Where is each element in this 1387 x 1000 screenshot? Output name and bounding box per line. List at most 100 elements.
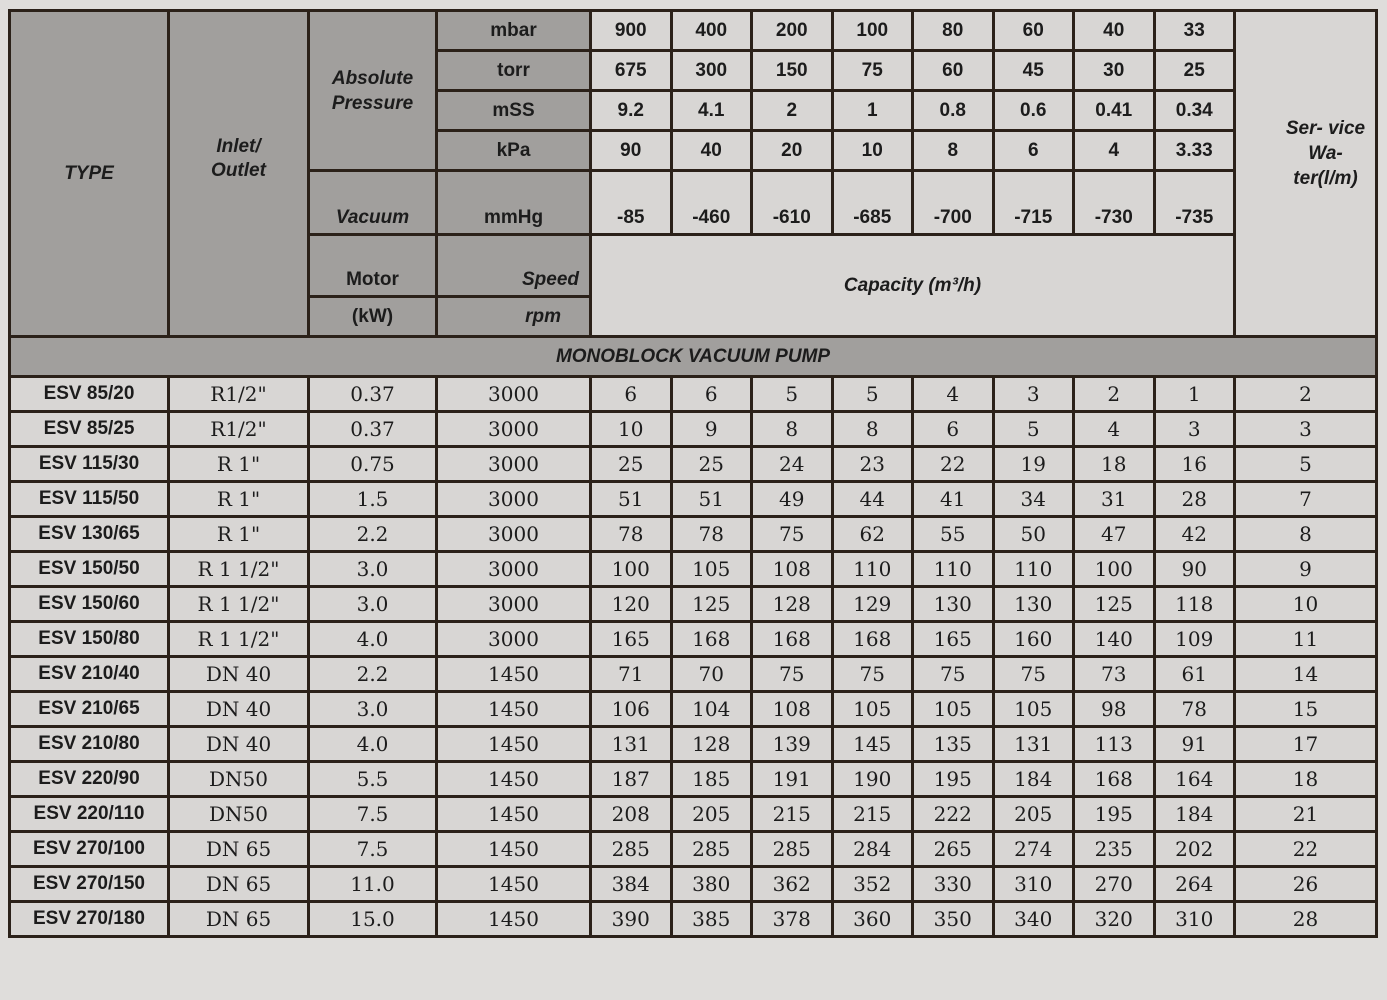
inlet-outlet-header: Inlet/ Outlet — [167, 9, 310, 338]
capacity-cell: 73 — [1072, 655, 1156, 693]
inlet-cell: R 1" — [167, 480, 310, 518]
pressure-row-mbar: TYPE Inlet/ Outlet Absolute Pressure mba… — [8, 9, 1378, 338]
type-cell: ESV 270/100 — [8, 830, 170, 868]
unit-mss: mSS — [435, 89, 592, 132]
speed-cell: 3000 — [435, 515, 592, 553]
capacity-cell: 215 — [830, 795, 914, 833]
section-row: MONOBLOCK VACUUM PUMP — [8, 335, 1378, 378]
inlet-cell: R 1 1/2" — [167, 620, 310, 658]
capacity-cell: 110 — [911, 550, 995, 588]
capacity-cell: 235 — [1072, 830, 1156, 868]
capacity-cell: 191 — [750, 760, 834, 798]
service-water-cell: 3 — [1233, 410, 1378, 448]
units-row: (kW) rpm — [10, 295, 1377, 338]
capacity-cell: 75 — [830, 655, 914, 693]
type-cell: ESV 115/30 — [8, 445, 170, 483]
pressure-value: 0.6 — [991, 89, 1075, 132]
capacity-cell: 208 — [589, 795, 673, 833]
capacity-cell: 18 — [1072, 445, 1156, 483]
pressure-value: 400 — [669, 9, 753, 52]
capacity-cell: 378 — [750, 900, 834, 938]
vacuum-pump-spec-table: TYPE Inlet/ Outlet Absolute Pressure mba… — [8, 9, 1378, 938]
service-water-cell: 15 — [1233, 690, 1378, 728]
service-water-cell: 5 — [1233, 445, 1378, 483]
capacity-cell: 8 — [750, 410, 834, 448]
motor-kw-cell: 4.0 — [307, 725, 438, 763]
pressure-value: 3.33 — [1152, 129, 1236, 172]
unit-mmhg: mmHg — [435, 169, 592, 236]
capacity-cell: 6 — [669, 375, 753, 413]
capacity-cell: 1 — [1152, 375, 1236, 413]
capacity-cell: 125 — [1072, 585, 1156, 623]
service-water-cell: 17 — [1233, 725, 1378, 763]
motor-kw-cell: 11.0 — [307, 865, 438, 903]
capacity-cell: 90 — [1152, 550, 1236, 588]
capacity-cell: 274 — [991, 830, 1075, 868]
table-row: ESV 210/65 DN 40 3.0 1450 106 104 108 105 105 105… — [8, 690, 1378, 728]
service-water-cell: 11 — [1233, 620, 1378, 658]
speed-cell: 1450 — [435, 830, 592, 868]
speed-cell: 1450 — [435, 795, 592, 833]
table-row: ESV 115/30 R 1" 0.75 3000 25 25 24 23 22 19 18 16 5 — [8, 445, 1378, 483]
capacity-cell: 42 — [1152, 515, 1236, 553]
table-row: ESV 220/110 DN50 7.5 1450 208 205 215 215 222 205… — [8, 795, 1378, 833]
motor-kw-cell: 15.0 — [307, 900, 438, 938]
capacity-cell: 23 — [830, 445, 914, 483]
table-row: ESV 210/40 DN 40 2.2 1450 71 70 75 75 75 75 73 61 14 — [8, 655, 1378, 693]
capacity-cell: 120 — [589, 585, 673, 623]
unit-kpa: kPa — [435, 129, 592, 172]
capacity-cell: 264 — [1152, 865, 1236, 903]
capacity-cell: 384 — [589, 865, 673, 903]
pressure-value: 40 — [669, 129, 753, 172]
speed-header: Speed — [435, 233, 592, 298]
unit-mbar: mbar — [435, 9, 592, 52]
capacity-cell: 105 — [669, 550, 753, 588]
speed-cell: 3000 — [435, 585, 592, 623]
capacity-cell: 360 — [830, 900, 914, 938]
capacity-cell: 168 — [830, 620, 914, 658]
table-row: ESV 150/80 R 1 1/2" 4.0 3000 165 168 168 168 165… — [8, 620, 1378, 658]
pressure-value: 40 — [1072, 9, 1156, 52]
motor-unit: (kW) — [307, 295, 438, 338]
capacity-cell: 49 — [750, 480, 834, 518]
capacity-cell: 270 — [1072, 865, 1156, 903]
capacity-cell: 28 — [1152, 480, 1236, 518]
type-cell: ESV 220/90 — [8, 760, 170, 798]
table-row: ESV 210/80 DN 40 4.0 1450 131 128 139 145 135 131… — [8, 725, 1378, 763]
capacity-cell: 202 — [1152, 830, 1236, 868]
table-body: ESV 85/20 R1/2" 0.37 3000 6 6 5 5 4 3 2 1 2 ESV 85/25… — [8, 375, 1378, 938]
capacity-cell: 118 — [1152, 585, 1236, 623]
service-water-header: Ser- vice Wa- ter(l/m) — [1233, 9, 1378, 338]
capacity-cell: 168 — [1072, 760, 1156, 798]
capacity-cell: 187 — [589, 760, 673, 798]
capacity-cell: 128 — [669, 725, 753, 763]
capacity-cell: 5 — [750, 375, 834, 413]
motor-kw-cell: 5.5 — [307, 760, 438, 798]
table-row: ESV 270/180 DN 65 15.0 1450 390 385 378 360 350 3… — [8, 900, 1378, 938]
vacuum-header: Vacuum — [307, 169, 438, 236]
service-water-cell: 18 — [1233, 760, 1378, 798]
pressure-value: 900 — [589, 9, 673, 52]
inlet-cell: DN 40 — [167, 655, 310, 693]
pressure-value: 90 — [589, 129, 673, 172]
capacity-cell: 75 — [750, 515, 834, 553]
service-water-label: Ser- vice Wa- ter(l/m) — [1285, 118, 1366, 189]
capacity-cell: 164 — [1152, 760, 1236, 798]
capacity-cell: 5 — [830, 375, 914, 413]
type-cell: ESV 210/80 — [8, 725, 170, 763]
capacity-cell: 78 — [1152, 690, 1236, 728]
capacity-cell: 51 — [589, 480, 673, 518]
pressure-value: 30 — [1072, 49, 1156, 92]
capacity-cell: 184 — [1152, 795, 1236, 833]
pressure-value: 4 — [1072, 129, 1156, 172]
pressure-value: 300 — [669, 49, 753, 92]
pressure-value: 6 — [991, 129, 1075, 172]
capacity-cell: 4 — [1072, 410, 1156, 448]
capacity-cell: 165 — [589, 620, 673, 658]
capacity-cell: 78 — [589, 515, 673, 553]
capacity-cell: 19 — [991, 445, 1075, 483]
inlet-cell: DN50 — [167, 760, 310, 798]
speed-cell: 1450 — [435, 760, 592, 798]
capacity-cell: 195 — [1072, 795, 1156, 833]
pressure-row-torr: torr 675 300 150 75 60 45 30 25 — [10, 49, 1377, 92]
